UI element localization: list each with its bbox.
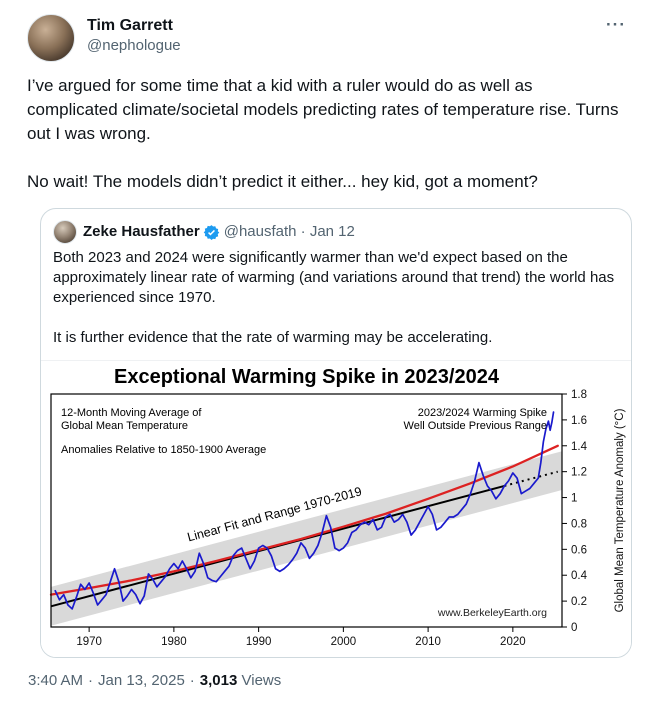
y-tick-label: 0.4 [571, 570, 588, 582]
quoted-text-paragraph-2: It is further evidence that the rate of … [53, 329, 493, 346]
tweet-header: Tim Garrett @nephologue ··· [27, 14, 632, 62]
y-tick-label: 1.2 [571, 467, 587, 479]
verified-badge-icon [203, 224, 220, 240]
annotation-anomalies-baseline: Anomalies Relative to 1850-1900 Average [61, 444, 266, 456]
quoted-author-meta: @hausfath · Jan 12 [223, 223, 355, 240]
more-icon[interactable]: ··· [606, 15, 626, 34]
chart-image[interactable]: 1970 1980 1990 2000 2010 2020 0 0.2 0.4 0.6 0.8 1 1.… [41, 360, 631, 657]
annotation-moving-average: 12-Month Moving Average of [61, 407, 202, 419]
x-tick-label: 2020 [500, 636, 526, 648]
timestamp-date: Jan 13, 2025 [98, 672, 185, 689]
tweet-text-paragraph-2: No wait! The models didn’t predict it ei… [27, 172, 538, 191]
views-label: Views [241, 672, 282, 689]
x-tick-label: 1990 [246, 636, 272, 648]
accelerating-fit-line [49, 444, 559, 596]
quoted-tweet-header: Zeke Hausfather @hausfath · Jan 12 [41, 209, 631, 244]
x-tick-label: 2000 [331, 636, 357, 648]
watermark-berkeley-earth: www.BerkeleyEarth.org [437, 607, 547, 619]
quoted-tweet-card[interactable]: Zeke Hausfather @hausfath · Jan 12 Both … [40, 208, 632, 658]
author-handle[interactable]: @nephologue [87, 37, 181, 54]
timestamp-time: 3:40 AM [28, 672, 84, 689]
quoted-author-name[interactable]: Zeke Hausfather [83, 223, 200, 240]
separator-dot: · [189, 672, 195, 689]
warming-chart: 1970 1980 1990 2000 2010 2020 0 0.2 0.4 0.6 0.8 1 1.… [49, 366, 626, 648]
quoted-tweet-text: Both 2023 and 2024 were significantly wa… [41, 244, 631, 360]
chart-title: Exceptional Warming Spike in 2023/2024 [114, 366, 500, 388]
x-tick-label: 1980 [161, 636, 187, 648]
y-tick-label: 0.2 [571, 596, 587, 608]
author-name-block: Tim Garrett @nephologue [87, 14, 181, 56]
y-tick-label: 1.4 [571, 441, 588, 453]
y-tick-label: 0.6 [571, 544, 587, 556]
quoted-author-avatar[interactable] [53, 220, 77, 244]
annotation-moving-average: Global Mean Temperature [61, 420, 188, 432]
y-tick-label: 1 [571, 493, 577, 505]
annotation-warming-spike: Well Outside Previous Range [404, 420, 547, 432]
x-tick-label: 2010 [415, 636, 441, 648]
y-tick-label: 0.8 [571, 518, 587, 530]
tweet-footer: 3:40 AM · Jan 13, 2025 · 3,013 Views [27, 671, 632, 691]
x-tick-label: 1970 [76, 636, 102, 648]
y-tick-label: 1.8 [571, 389, 587, 401]
y-tick-label: 1.6 [571, 415, 587, 427]
tweet-text: I’ve argued for some time that a kid wit… [27, 74, 632, 194]
quoted-text-paragraph-1: Both 2023 and 2024 were significantly wa… [53, 249, 615, 306]
plot-border [50, 393, 563, 628]
author-avatar[interactable] [27, 14, 75, 62]
annotation-warming-spike: 2023/2024 Warming Spike [418, 407, 547, 419]
separator-dot: · [88, 672, 94, 689]
tweet: Tim Garrett @nephologue ··· I’ve argued … [27, 14, 632, 691]
author-display-name[interactable]: Tim Garrett [87, 17, 173, 34]
moving-average-line [54, 411, 555, 610]
y-tick-label: 0 [571, 622, 577, 634]
views-count[interactable]: 3,013 [199, 672, 238, 689]
y-axis-label: Global Mean Temperature Anomaly (°C) [614, 408, 626, 612]
tweet-text-paragraph-1: I’ve argued for some time that a kid wit… [27, 76, 619, 143]
